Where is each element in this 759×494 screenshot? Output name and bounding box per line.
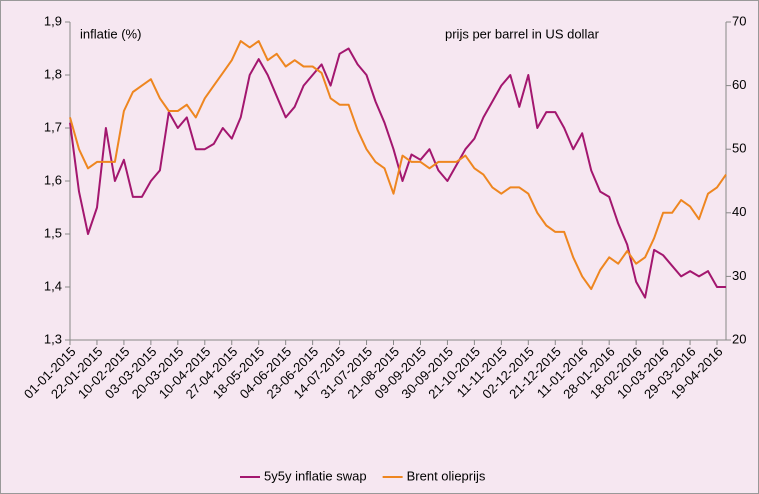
y2-tick-label: 40 bbox=[732, 204, 746, 219]
series-line bbox=[69, 47, 726, 299]
y-tick-label: 1,4 bbox=[44, 278, 62, 293]
y-tick-label: 1,8 bbox=[44, 66, 62, 81]
legend-label: 5y5y inflatie swap bbox=[264, 468, 367, 483]
y-tick-label: 1,9 bbox=[44, 13, 62, 28]
y-tick-label: 1,5 bbox=[44, 225, 62, 240]
series-line bbox=[69, 40, 727, 291]
y-tick-label: 1,7 bbox=[44, 119, 62, 134]
y2-tick-label: 60 bbox=[732, 77, 746, 92]
y2-tick-label: 50 bbox=[732, 141, 746, 156]
right-axis-note: prijs per barrel in US dollar bbox=[445, 26, 600, 41]
y2-tick-label: 30 bbox=[732, 268, 746, 283]
y-tick-label: 1,3 bbox=[44, 331, 62, 346]
legend-label: Brent olieprijs bbox=[407, 468, 486, 483]
y-tick-label: 1,6 bbox=[44, 172, 62, 187]
left-axis-note: inflatie (%) bbox=[80, 26, 141, 41]
y2-tick-label: 70 bbox=[732, 13, 746, 28]
y2-tick-label: 20 bbox=[732, 331, 746, 346]
